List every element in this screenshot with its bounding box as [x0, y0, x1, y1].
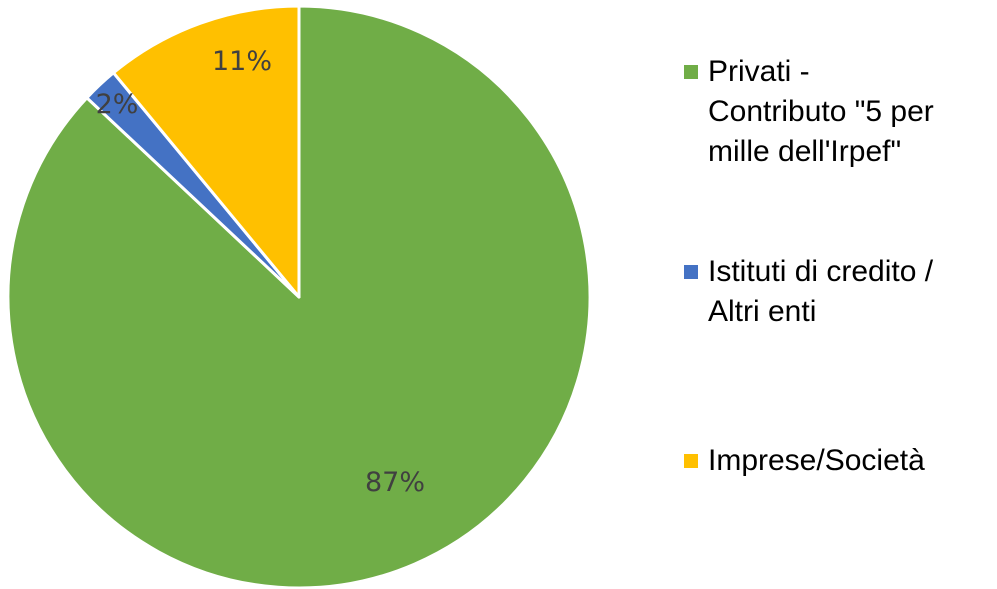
legend-label-line: Istituti di credito /	[708, 255, 934, 288]
legend-label-line: Imprese/Società	[708, 444, 925, 477]
legend-swatch-0	[684, 65, 698, 79]
legend-swatch-2	[684, 454, 698, 468]
legend-swatch-1	[684, 265, 698, 279]
data-label-2: 11%	[212, 46, 272, 77]
data-label-0: 87%	[365, 467, 425, 498]
legend-label-line: Contributo "5 per	[708, 95, 934, 128]
legend-label-line: mille dell'Irpef"	[708, 135, 902, 168]
data-label-1: 2%	[96, 89, 139, 120]
legend-item-1: Istituti di credito / Altri enti	[684, 252, 994, 332]
pie-chart: 87% 2% 11%	[6, 4, 592, 589]
legend-item-0: Privati - Contributo "5 per mille dell'Irp…	[684, 52, 994, 172]
legend-label-line: Privati -	[708, 55, 810, 88]
legend-label-line: Altri enti	[708, 295, 817, 328]
pie-slice-2	[112, 4, 301, 299]
legend-item-2: Imprese/Società	[684, 441, 994, 481]
